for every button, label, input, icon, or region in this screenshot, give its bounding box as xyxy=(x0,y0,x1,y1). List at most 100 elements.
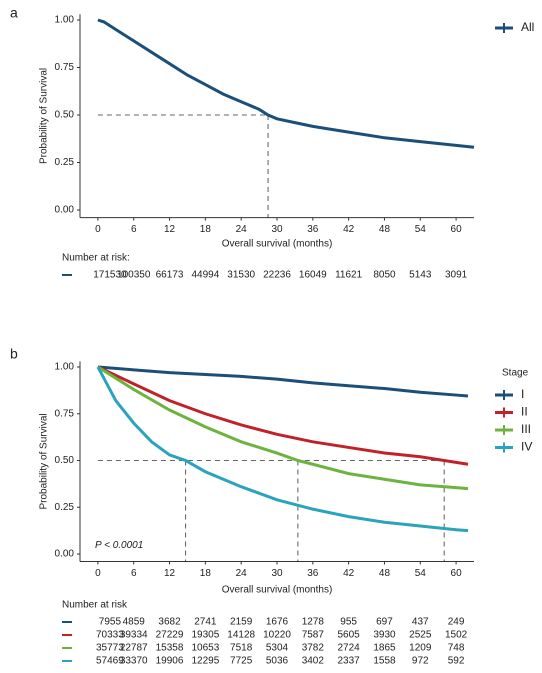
x-tick-label: 36 xyxy=(307,224,319,235)
risk-count: 22236 xyxy=(263,270,291,281)
risk-count: 19906 xyxy=(156,656,184,667)
x-axis-label: Overall survival (months) xyxy=(222,239,333,250)
y-tick-label: 0.75 xyxy=(55,408,75,419)
risk-count: 748 xyxy=(448,643,465,654)
risk-count: 2525 xyxy=(409,630,432,641)
risk-count: 10220 xyxy=(263,630,291,641)
y-tick-label: 0.25 xyxy=(55,157,75,168)
legend-label: I xyxy=(521,387,524,401)
risk-count: 249 xyxy=(448,617,465,628)
risk-count: 3402 xyxy=(302,656,325,667)
y-axis-label: Probability of Survival xyxy=(39,68,50,164)
risk-count: 70333 xyxy=(96,630,124,641)
risk-count: 1502 xyxy=(445,630,468,641)
survival-curve xyxy=(97,365,469,491)
risk-count: 100350 xyxy=(117,270,151,281)
panel-label: b xyxy=(10,346,18,362)
risk-count: 7518 xyxy=(230,643,253,654)
x-tick-label: 30 xyxy=(271,224,283,235)
x-tick-label: 0 xyxy=(95,568,101,579)
risk-count: 16049 xyxy=(299,270,327,281)
p-value: P < 0.0001 xyxy=(95,540,143,551)
x-tick-label: 6 xyxy=(131,568,137,579)
risk-count: 8050 xyxy=(373,270,396,281)
risk-count: 11621 xyxy=(335,270,363,281)
x-tick-label: 0 xyxy=(95,224,101,235)
risk-count: 7955 xyxy=(99,617,122,628)
risk-count: 5605 xyxy=(338,630,361,641)
x-tick-label: 48 xyxy=(379,568,391,579)
risk-count: 35773 xyxy=(96,643,124,654)
risk-count: 2741 xyxy=(194,617,217,628)
x-tick-label: 42 xyxy=(343,568,355,579)
risk-count: 1865 xyxy=(373,643,396,654)
risk-table-title: Number at risk xyxy=(62,600,128,611)
x-tick-label: 42 xyxy=(343,224,355,235)
risk-count: 19305 xyxy=(191,630,219,641)
x-tick-label: 54 xyxy=(415,568,427,579)
risk-count: 10653 xyxy=(191,643,219,654)
risk-count: 3682 xyxy=(158,617,181,628)
risk-count: 15358 xyxy=(156,643,184,654)
y-tick-label: 0.00 xyxy=(55,549,75,560)
risk-count: 3091 xyxy=(445,270,468,281)
risk-count: 437 xyxy=(412,617,429,628)
panel-label: a xyxy=(10,5,18,21)
y-tick-label: 0.75 xyxy=(55,62,75,73)
risk-count: 4859 xyxy=(123,617,146,628)
risk-count: 697 xyxy=(376,617,393,628)
y-tick-label: 1.00 xyxy=(55,15,75,26)
risk-count: 3782 xyxy=(302,643,325,654)
survival-curve xyxy=(97,365,469,398)
risk-count: 12295 xyxy=(191,656,219,667)
x-tick-label: 18 xyxy=(200,224,212,235)
risk-count: 5143 xyxy=(409,270,432,281)
risk-count: 972 xyxy=(412,656,429,667)
risk-count: 57469 xyxy=(96,656,124,667)
risk-count: 5304 xyxy=(266,643,289,654)
legend-label: IV xyxy=(521,440,532,454)
risk-count: 171530 xyxy=(93,270,127,281)
risk-count: 1209 xyxy=(409,643,432,654)
legend-title: Stage xyxy=(502,368,529,379)
risk-count: 66173 xyxy=(156,270,184,281)
risk-count: 3930 xyxy=(373,630,396,641)
risk-table-title: Number at risk: xyxy=(62,253,130,264)
x-tick-label: 12 xyxy=(164,568,176,579)
risk-count: 592 xyxy=(448,656,465,667)
risk-count: 1676 xyxy=(266,617,289,628)
x-tick-label: 24 xyxy=(236,224,248,235)
x-tick-label: 54 xyxy=(415,224,427,235)
x-tick-label: 12 xyxy=(164,224,176,235)
risk-count: 2337 xyxy=(338,656,361,667)
y-tick-label: 0.50 xyxy=(55,110,75,121)
risk-count: 1558 xyxy=(373,656,396,667)
legend-label: III xyxy=(521,422,531,436)
risk-count: 7725 xyxy=(230,656,253,667)
x-tick-label: 24 xyxy=(236,568,248,579)
x-tick-label: 30 xyxy=(271,568,283,579)
y-tick-label: 1.00 xyxy=(55,362,75,373)
x-tick-label: 60 xyxy=(451,224,463,235)
risk-count: 7587 xyxy=(302,630,325,641)
risk-count: 2724 xyxy=(338,643,361,654)
risk-count: 33370 xyxy=(120,656,148,667)
y-tick-label: 0.50 xyxy=(55,455,75,466)
risk-count: 5036 xyxy=(266,656,289,667)
risk-count: 14128 xyxy=(227,630,255,641)
risk-count: 1278 xyxy=(302,617,325,628)
x-tick-label: 48 xyxy=(379,224,391,235)
risk-count: 44994 xyxy=(191,270,219,281)
survival-curve xyxy=(96,366,469,533)
legend-label: All xyxy=(521,20,534,34)
survival-curve xyxy=(97,18,475,149)
risk-count: 22787 xyxy=(120,643,148,654)
risk-count: 39334 xyxy=(120,630,148,641)
risk-count: 2159 xyxy=(230,617,253,628)
legend-label: II xyxy=(521,405,528,419)
y-tick-label: 0.00 xyxy=(55,205,75,216)
x-tick-label: 6 xyxy=(131,224,137,235)
x-tick-label: 18 xyxy=(200,568,212,579)
risk-count: 27229 xyxy=(156,630,184,641)
